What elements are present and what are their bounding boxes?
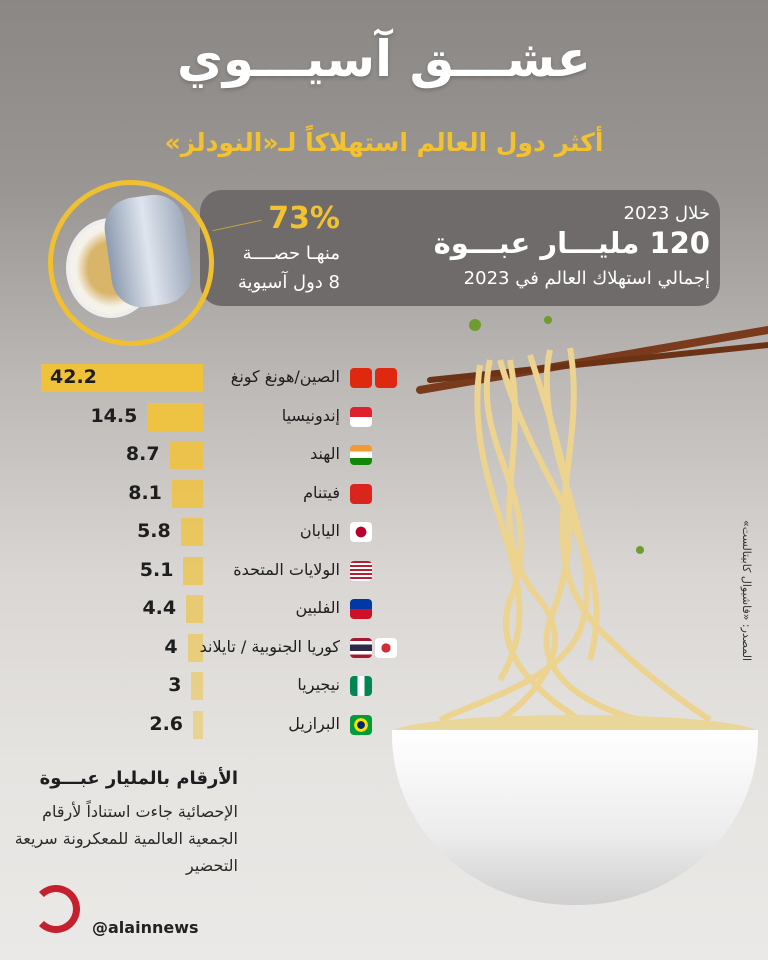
bar-value-label: 8.7 <box>125 443 160 465</box>
country-label: الولايات المتحدة <box>233 559 340 579</box>
bar-6 <box>186 595 203 623</box>
chopstick <box>416 326 768 394</box>
country-label: الفلبين <box>295 598 340 617</box>
bar-3 <box>171 479 203 508</box>
country-label: كوريا الجنوبية / تايلاند <box>199 636 340 656</box>
country-label: نيجيريا <box>297 675 340 694</box>
stats-box <box>200 190 720 306</box>
stats-period: خلال 2023 <box>623 203 710 224</box>
bar-4 <box>180 518 203 546</box>
bar-1 <box>147 402 203 431</box>
bar-value-label: 3 <box>168 674 182 696</box>
noodle-strands <box>438 347 712 723</box>
bar-value-label: 42.2 <box>50 366 97 388</box>
south-korea-flag-icon <box>375 637 397 658</box>
unit-note-title: الأرقام بالمليار عبـــوة <box>39 768 238 789</box>
bar-value-label: 4 <box>164 635 178 658</box>
bar-value-label: 5.1 <box>139 558 174 581</box>
country-label: اليابان <box>299 521 340 540</box>
bar-value-label: 4.4 <box>142 597 177 619</box>
indonesia-flag-icon <box>350 406 372 427</box>
nigeria-flag-icon <box>350 676 372 696</box>
stats-total-caption: إجمالي استهلاك العالم في 2023 <box>463 268 710 289</box>
thailand-flag-icon <box>350 637 372 658</box>
social-handle[interactable]: @alainnews <box>92 918 199 937</box>
bar-value-label: 8.1 <box>128 481 162 504</box>
philippines-flag-icon <box>350 599 372 619</box>
vietnam-flag-icon <box>350 483 372 504</box>
page-title: عشـــق آسيـــوي <box>177 30 591 88</box>
bar-value-label: 14.5 <box>90 404 138 427</box>
hong-kong-flag-icon <box>375 368 397 388</box>
source-credit: المصدر: «فاشيوال كابيتالست» <box>740 520 753 662</box>
stats-total: 120 مليـــار عبـــوة <box>433 226 710 260</box>
highlight-ring <box>48 180 214 346</box>
country-label: إندونيسيا <box>281 405 340 425</box>
asia-share-line1: منهـا حصــــة <box>242 243 340 264</box>
japan-flag-icon <box>350 522 372 542</box>
asia-share-line2: 8 دول آسيوية <box>237 272 340 293</box>
country-label: فيتنام <box>303 482 340 502</box>
noodle-bowl-image <box>392 730 758 905</box>
unit-note-text: الإحصائية جاءت استناداً لأرقام الجمعية ا… <box>14 802 238 875</box>
bar-value-label: 2.6 <box>149 712 184 735</box>
bar-7 <box>187 633 203 662</box>
bar-2 <box>169 441 203 469</box>
noodles-illustration <box>416 316 768 723</box>
bar-8 <box>191 672 203 700</box>
bar-5 <box>183 556 203 585</box>
asia-share-value: 73% <box>268 201 340 236</box>
china-flag-icon <box>350 368 372 388</box>
country-label: البرازيل <box>288 713 340 733</box>
bar-value-label: 5.8 <box>137 520 171 542</box>
alain-logo-icon <box>32 885 80 933</box>
country-label: الصين/هونغ كونغ <box>230 367 340 386</box>
page-subtitle: أكثر دول العالم استهلاكاً لـ«النودلز» <box>164 128 604 157</box>
brazil-flag-icon <box>350 714 372 735</box>
bar-0 <box>40 364 203 392</box>
country-label: الهند <box>310 444 340 463</box>
bar-9 <box>193 710 203 739</box>
india-flag-icon <box>350 445 372 465</box>
usa-flag-icon <box>350 560 372 581</box>
